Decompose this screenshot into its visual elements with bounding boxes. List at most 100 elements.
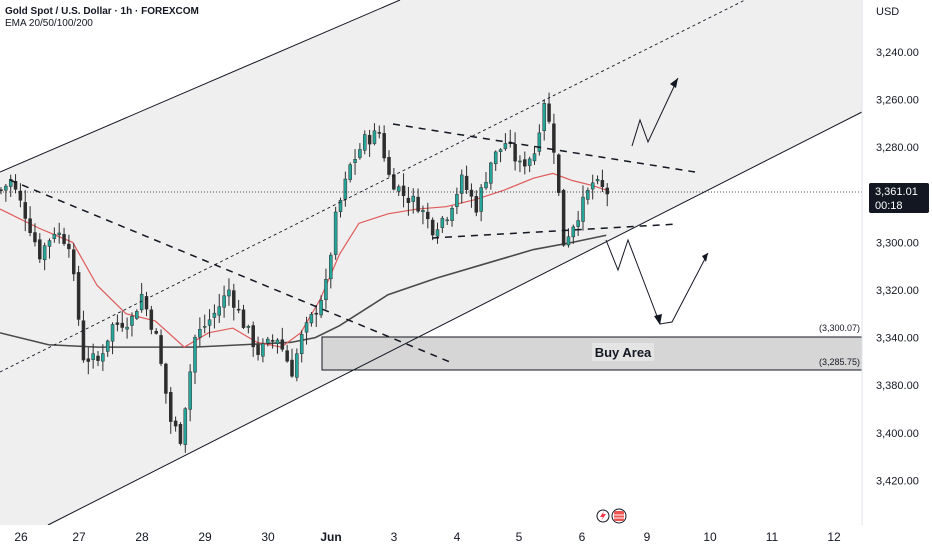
- candle-body[interactable]: [571, 226, 576, 238]
- candle-body[interactable]: [479, 187, 483, 212]
- candle-body[interactable]: [464, 175, 469, 190]
- candle-body[interactable]: [183, 408, 188, 445]
- candle-body[interactable]: [266, 338, 270, 344]
- candle-body[interactable]: [241, 309, 246, 328]
- candle-body[interactable]: [387, 156, 391, 175]
- candle-body[interactable]: [537, 132, 542, 152]
- candle-body[interactable]: [542, 103, 546, 131]
- candle-body[interactable]: [455, 194, 459, 208]
- candle-body[interactable]: [188, 371, 192, 410]
- candle-body[interactable]: [110, 324, 115, 342]
- candle-body[interactable]: [343, 178, 348, 200]
- candle-body[interactable]: [285, 350, 289, 362]
- candle-body[interactable]: [115, 322, 120, 325]
- candle-body[interactable]: [600, 180, 605, 188]
- candle-body[interactable]: [484, 181, 488, 189]
- candle-body[interactable]: [358, 149, 362, 158]
- candle-body[interactable]: [498, 149, 503, 152]
- candle-body[interactable]: [251, 325, 255, 348]
- candle-body[interactable]: [42, 245, 47, 261]
- candle-body[interactable]: [198, 329, 202, 338]
- candle-body[interactable]: [363, 134, 367, 151]
- candle-body[interactable]: [329, 254, 333, 280]
- candle-body[interactable]: [81, 320, 86, 361]
- candle-body[interactable]: [275, 339, 280, 344]
- time-axis-panel[interactable]: [0, 525, 932, 550]
- candle-body[interactable]: [256, 344, 260, 355]
- candle-body[interactable]: [52, 233, 57, 239]
- candle-body[interactable]: [227, 289, 231, 297]
- candle-body[interactable]: [4, 185, 8, 191]
- candle-body[interactable]: [382, 133, 386, 159]
- candle-body[interactable]: [513, 144, 517, 162]
- candle-body[interactable]: [595, 179, 600, 182]
- symbol-title[interactable]: Gold Spot / U.S. Dollar · 1h · FOREXCOM: [5, 6, 199, 17]
- candle-body[interactable]: [23, 202, 27, 219]
- indicator-legend[interactable]: EMA 20/50/100/200: [5, 18, 93, 29]
- candle-body[interactable]: [392, 174, 396, 190]
- channel-mid-line[interactable]: [0, 0, 746, 373]
- candle-body[interactable]: [314, 312, 318, 315]
- ema-fast-line[interactable]: [0, 172, 607, 348]
- triangle-lower-line[interactable]: [431, 223, 679, 239]
- candle-body[interactable]: [474, 196, 479, 213]
- candle-body[interactable]: [557, 154, 561, 193]
- candle-body[interactable]: [207, 319, 212, 326]
- candle-body[interactable]: [324, 278, 328, 301]
- price-axis-panel[interactable]: [862, 0, 932, 525]
- candle-body[interactable]: [169, 392, 173, 422]
- candle-body[interactable]: [590, 182, 595, 190]
- candle-body[interactable]: [0, 189, 3, 192]
- candle-body[interactable]: [518, 160, 522, 163]
- channel-lower-line[interactable]: [47, 111, 863, 526]
- projected-bullish-path[interactable]: [631, 77, 679, 147]
- candle-body[interactable]: [57, 232, 61, 235]
- candle-body[interactable]: [450, 208, 454, 221]
- candle-body[interactable]: [67, 243, 71, 250]
- candle-body[interactable]: [547, 103, 551, 122]
- candle-body[interactable]: [120, 322, 124, 328]
- candle-body[interactable]: [28, 218, 32, 233]
- candle-body[interactable]: [232, 290, 236, 308]
- candle-body[interactable]: [144, 296, 149, 310]
- candle-body[interactable]: [586, 190, 590, 200]
- candle-body[interactable]: [33, 232, 37, 243]
- candle-body[interactable]: [193, 336, 197, 373]
- candle-body[interactable]: [561, 189, 566, 246]
- candle-body[interactable]: [435, 229, 440, 237]
- candle-body[interactable]: [217, 306, 221, 316]
- candle-body[interactable]: [261, 343, 265, 357]
- candle-body[interactable]: [222, 295, 226, 308]
- ema-slow-line[interactable]: [0, 234, 607, 348]
- candle-body[interactable]: [489, 162, 493, 184]
- channel-upper-line[interactable]: [0, 0, 401, 173]
- candle-body[interactable]: [367, 134, 372, 145]
- candle-body[interactable]: [299, 334, 304, 355]
- candle-body[interactable]: [164, 363, 168, 394]
- candle-body[interactable]: [576, 220, 580, 227]
- candle-body[interactable]: [416, 196, 420, 212]
- projected-bearish-path[interactable]: [605, 238, 709, 325]
- candle-body[interactable]: [47, 240, 52, 247]
- descending-trendline[interactable]: [9, 179, 451, 363]
- candle-body[interactable]: [411, 195, 415, 202]
- candle-body[interactable]: [13, 181, 18, 190]
- candle-body[interactable]: [527, 158, 532, 166]
- candle-body[interactable]: [246, 326, 251, 328]
- candle-body[interactable]: [503, 143, 508, 149]
- candle-body[interactable]: [154, 331, 158, 334]
- candle-body[interactable]: [76, 272, 81, 320]
- candle-body[interactable]: [178, 424, 183, 444]
- candle-body[interactable]: [125, 326, 129, 330]
- candle-body[interactable]: [270, 340, 275, 342]
- candle-body[interactable]: [130, 316, 134, 326]
- candle-body[interactable]: [86, 358, 91, 362]
- candle-body[interactable]: [72, 249, 76, 275]
- candle-body[interactable]: [552, 123, 556, 153]
- candle-body[interactable]: [348, 164, 352, 180]
- candle-body[interactable]: [353, 159, 357, 163]
- candle-body[interactable]: [581, 196, 585, 222]
- candle-body[interactable]: [430, 219, 435, 236]
- candle-body[interactable]: [135, 311, 139, 319]
